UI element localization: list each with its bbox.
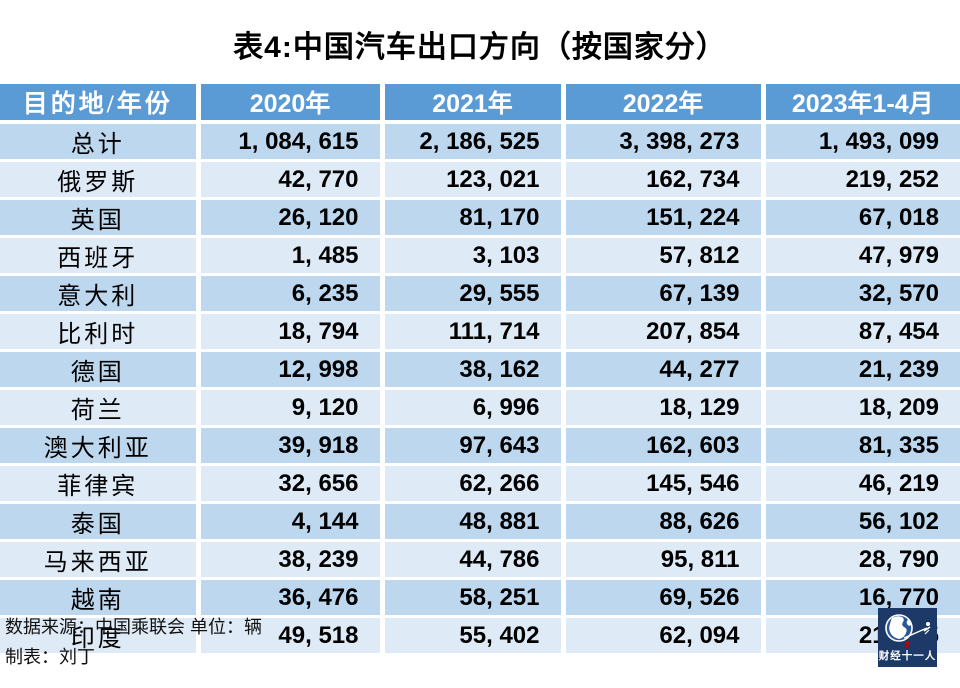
value-cell: 67, 139: [563, 274, 766, 314]
globe-icon: [885, 614, 913, 642]
value-cell: 145, 546: [563, 464, 766, 504]
table-row: 俄罗斯 42, 770 123, 021 162, 734 219, 252: [0, 160, 960, 200]
value-cell: 4, 144: [198, 502, 385, 542]
value-cell: 12, 998: [198, 350, 385, 390]
value-cell: 38, 162: [382, 350, 566, 390]
trajectory-line: [903, 627, 928, 639]
destination-cell: 西班牙: [0, 236, 201, 276]
table-row: 泰国 4, 144 48, 881 88, 626 56, 102: [0, 502, 960, 542]
destination-cell: 泰国: [0, 502, 201, 542]
value-cell: 47, 979: [763, 236, 960, 276]
value-cell: 28, 790: [763, 540, 960, 580]
jumping-figure-icon: [923, 622, 931, 635]
value-cell: 69, 526: [563, 578, 766, 618]
destination-cell: 马来西亚: [0, 540, 201, 580]
destination-cell: 德国: [0, 350, 201, 390]
value-cell: 39, 918: [198, 426, 385, 466]
table-row: 越南 36, 476 58, 251 69, 526 16, 770: [0, 578, 960, 618]
value-cell: 32, 570: [763, 274, 960, 314]
value-cell: 1, 493, 099: [763, 122, 960, 162]
value-cell: 123, 021: [382, 160, 566, 200]
destination-cell: 俄罗斯: [0, 160, 201, 200]
value-cell: 62, 266: [382, 464, 566, 504]
footer: 数据来源：中国乘联会 单位：辆 制表：刘丁: [5, 612, 262, 672]
export-table: 目的地/年份 2020年 2021年 2022年 2023年1-4月 总计 1, …: [0, 84, 960, 656]
table-header-row: 目的地/年份 2020年 2021年 2022年 2023年1-4月: [0, 84, 960, 124]
table-row: 英国 26, 120 81, 170 151, 224 67, 018: [0, 198, 960, 238]
value-cell: 162, 603: [563, 426, 766, 466]
value-cell: 9, 120: [198, 388, 385, 428]
value-cell: 62, 094: [563, 616, 766, 656]
value-cell: 1, 485: [198, 236, 385, 276]
value-cell: 87, 454: [763, 312, 960, 352]
destination-cell: 荷兰: [0, 388, 201, 428]
column-header-2020: 2020年: [198, 84, 385, 124]
caijing-eleven-logo: 财经十一人: [878, 608, 937, 667]
value-cell: 111, 714: [382, 312, 566, 352]
value-cell: 3, 103: [382, 236, 566, 276]
value-cell: 57, 812: [563, 236, 766, 276]
value-cell: 67, 018: [763, 198, 960, 238]
value-cell: 32, 656: [198, 464, 385, 504]
value-cell: 49, 518: [198, 616, 385, 656]
destination-cell: 澳大利亚: [0, 426, 201, 466]
value-cell: 2, 186, 525: [382, 122, 566, 162]
destination-cell: 总计: [0, 122, 201, 162]
value-cell: 3, 398, 273: [563, 122, 766, 162]
value-cell: 6, 996: [382, 388, 566, 428]
destination-cell: 越南: [0, 578, 201, 618]
table-row: 澳大利亚 39, 918 97, 643 162, 603 81, 335: [0, 426, 960, 466]
logo-text: 财经十一人: [878, 649, 936, 662]
table-row: 意大利 6, 235 29, 555 67, 139 32, 570: [0, 274, 960, 314]
table-row: 比利时 18, 794 111, 714 207, 854 87, 454: [0, 312, 960, 352]
author-line: 制表：刘丁: [5, 647, 95, 667]
destination-cell: 意大利: [0, 274, 201, 314]
value-cell: 95, 811: [563, 540, 766, 580]
value-cell: 55, 402: [382, 616, 566, 656]
column-header-2022: 2022年: [563, 84, 766, 124]
table-row: 菲律宾 32, 656 62, 266 145, 546 46, 219: [0, 464, 960, 504]
value-cell: 81, 170: [382, 198, 566, 238]
page-title: 表4:中国汽车出口方向（按国家分）: [233, 31, 727, 64]
value-cell: 21, 239: [763, 350, 960, 390]
destination-cell: 菲律宾: [0, 464, 201, 504]
value-cell: 44, 786: [382, 540, 566, 580]
value-cell: 18, 129: [563, 388, 766, 428]
table-row: 马来西亚 38, 239 44, 786 95, 811 28, 790: [0, 540, 960, 580]
table-row: 总计 1, 084, 615 2, 186, 525 3, 398, 273 1, 49…: [0, 122, 960, 162]
value-cell: 58, 251: [382, 578, 566, 618]
value-cell: 44, 277: [563, 350, 766, 390]
value-cell: 151, 224: [563, 198, 766, 238]
value-cell: 1, 084, 615: [198, 122, 385, 162]
value-cell: 36, 476: [198, 578, 385, 618]
value-cell: 18, 794: [198, 312, 385, 352]
table-row: 西班牙 1, 485 3, 103 57, 812 47, 979: [0, 236, 960, 276]
value-cell: 29, 555: [382, 274, 566, 314]
logo-red-mark: [905, 641, 909, 648]
column-header-2021: 2021年: [382, 84, 566, 124]
destination-cell: 英国: [0, 198, 201, 238]
value-cell: 26, 120: [198, 198, 385, 238]
value-cell: 207, 854: [563, 312, 766, 352]
value-cell: 88, 626: [563, 502, 766, 542]
value-cell: 6, 235: [198, 274, 385, 314]
destination-cell: 印度: [0, 616, 201, 656]
value-cell: 42, 770: [198, 160, 385, 200]
value-cell: 38, 239: [198, 540, 385, 580]
value-cell: 162, 734: [563, 160, 766, 200]
value-cell: 46, 219: [763, 464, 960, 504]
data-source-line: 数据来源：中国乘联会 单位：辆: [5, 617, 262, 637]
value-cell: 97, 643: [382, 426, 566, 466]
value-cell: 48, 881: [382, 502, 566, 542]
value-cell: 18, 209: [763, 388, 960, 428]
destination-cell: 比利时: [0, 312, 201, 352]
value-cell: 81, 335: [763, 426, 960, 466]
column-header-2023: 2023年1-4月: [763, 84, 960, 124]
column-header-destination: 目的地/年份: [0, 84, 201, 124]
table-row: 荷兰 9, 120 6, 996 18, 129 18, 209: [0, 388, 960, 428]
value-cell: 219, 252: [763, 160, 960, 200]
value-cell: 56, 102: [763, 502, 960, 542]
table-row: 德国 12, 998 38, 162 44, 277 21, 239: [0, 350, 960, 390]
